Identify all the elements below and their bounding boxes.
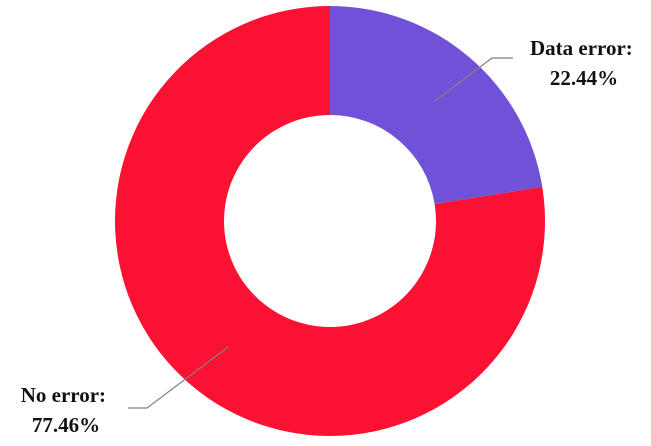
leader-line-no-error: [128, 346, 229, 409]
slice-data-error: [330, 6, 543, 205]
data-labels-layer: Data error: 22.44% No error: 77.46%: [21, 36, 638, 437]
data-label-data-error-name: Data error:: [530, 36, 633, 60]
data-label-data-error: Data error: 22.44%: [530, 36, 638, 90]
data-label-no-error-name: No error:: [21, 383, 106, 407]
data-label-no-error-value: 77.46%: [32, 413, 100, 437]
data-label-data-error-value: 22.44%: [550, 66, 618, 90]
leader-line-data-error: [434, 57, 513, 102]
data-label-no-error: No error: 77.46%: [21, 383, 112, 437]
slice-no-error: [114, 6, 545, 437]
slices-layer: [114, 6, 545, 437]
leader-lines-layer: [128, 57, 513, 409]
